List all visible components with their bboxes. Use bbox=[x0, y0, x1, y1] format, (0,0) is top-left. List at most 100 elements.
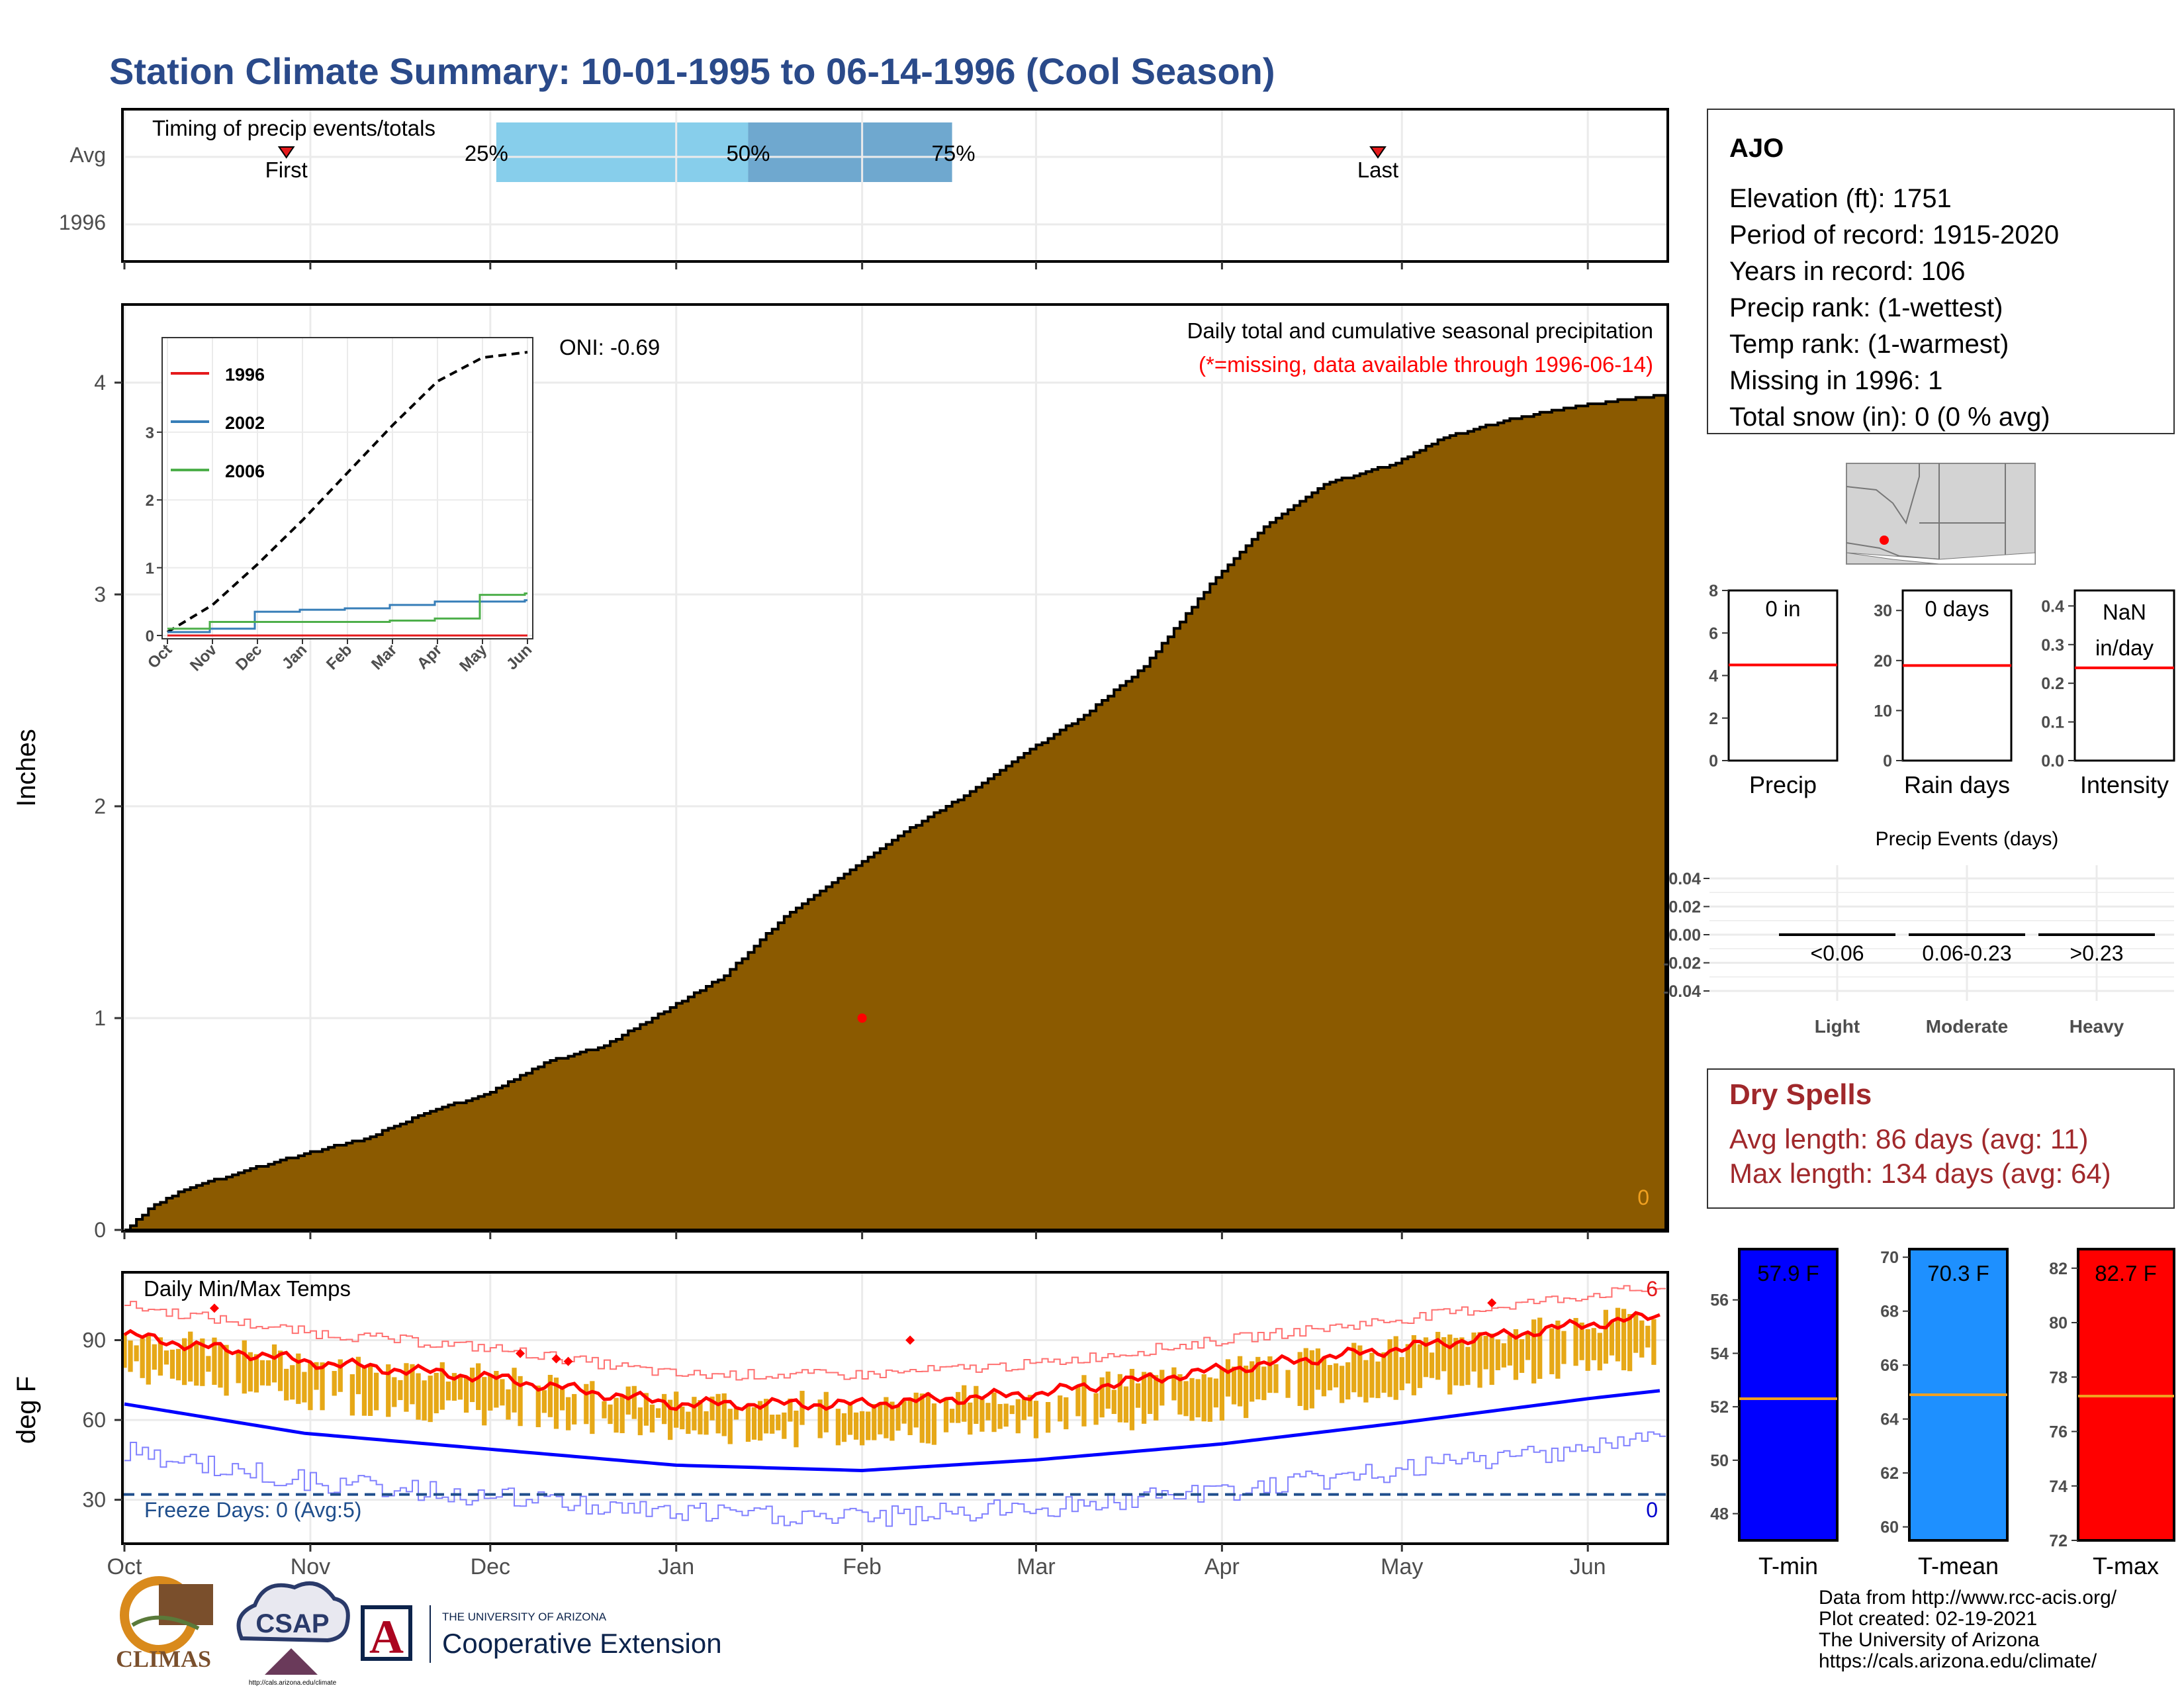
temp-bar bbox=[1135, 1383, 1141, 1408]
avg-min-line bbox=[124, 1389, 1661, 1472]
temp-bar bbox=[608, 1404, 613, 1425]
mini-ytick-label: 4 bbox=[1709, 667, 1718, 686]
temp-bar bbox=[661, 1393, 667, 1425]
temp-bar bbox=[290, 1365, 295, 1400]
temp-bar bbox=[1483, 1336, 1488, 1370]
precip-events-y-ticks: 0.04 0.02 0.00 -0.02 -0.04 bbox=[1663, 870, 1709, 1001]
temp-bar bbox=[259, 1360, 265, 1385]
temp-bar bbox=[1267, 1356, 1273, 1393]
p75-label: 75% bbox=[932, 141, 976, 165]
temp-bar bbox=[218, 1345, 223, 1388]
temp-bar bbox=[692, 1397, 697, 1430]
temp-bar bbox=[457, 1374, 463, 1400]
temp-bar bbox=[194, 1342, 199, 1386]
tbox-ytick-label: 48 bbox=[1710, 1505, 1729, 1524]
record-marker bbox=[1487, 1298, 1497, 1308]
temp-bar bbox=[1009, 1405, 1015, 1415]
temp-bar bbox=[860, 1411, 865, 1446]
temp-bar bbox=[799, 1391, 805, 1425]
temp-bar bbox=[565, 1397, 571, 1430]
temp-bar bbox=[338, 1359, 343, 1392]
mini-panels: 0 2 4 6 8 0 in Precip 0 10 20 30 0 days Rain da… bbox=[1709, 582, 2175, 798]
temp-bar bbox=[1189, 1378, 1195, 1421]
precip-events-cat-heavy: Heavy bbox=[2070, 1016, 2124, 1037]
first-marker-icon bbox=[277, 146, 295, 159]
temp-bar bbox=[500, 1379, 505, 1406]
precip-events-range-moderate: 0.06-0.23 bbox=[1922, 941, 2011, 965]
inset-2006-line bbox=[167, 592, 527, 630]
record-marker bbox=[516, 1348, 525, 1358]
temp-bar bbox=[1021, 1399, 1026, 1421]
precip-events-range-light: <0.06 bbox=[1811, 941, 1864, 965]
precip-events-ytick-label: -0.04 bbox=[1663, 982, 1701, 1001]
dry-spells-box: Dry Spells Avg length: 86 days (avg: 11)… bbox=[1707, 1068, 2175, 1209]
map-border-region bbox=[1846, 552, 2036, 565]
mini-rain-days-ticks: 0 10 20 30 bbox=[1874, 602, 1903, 771]
temp-bar bbox=[373, 1372, 379, 1411]
ua-logo-big-text: Cooperative Extension bbox=[442, 1628, 722, 1659]
tmean-value: 70.3 F bbox=[1927, 1261, 1989, 1286]
inset-xtick-label: Feb bbox=[323, 641, 355, 673]
temp-bar bbox=[512, 1368, 517, 1413]
temp-bar bbox=[1405, 1344, 1410, 1383]
mini-intensity-ticks: 0.0 0.1 0.2 0.3 0.4 bbox=[2041, 597, 2075, 771]
temp-bar bbox=[547, 1374, 553, 1417]
precip-events-title: Precip Events (days) bbox=[1876, 828, 2059, 850]
temp-bar bbox=[655, 1408, 661, 1418]
temp-bar bbox=[698, 1399, 703, 1434]
temp-bar bbox=[817, 1399, 823, 1438]
dry-spells-avg: Avg length: 86 days (avg: 11) bbox=[1729, 1123, 2088, 1154]
month-label: Nov bbox=[291, 1554, 330, 1579]
precip-panel: 0 1 2 3 4 Inches Daily total and cumulat… bbox=[12, 303, 1669, 1242]
temp-bar bbox=[1627, 1314, 1633, 1372]
csap-mountain-icon bbox=[265, 1648, 318, 1675]
temp-bar bbox=[1297, 1352, 1302, 1406]
temp-bar bbox=[410, 1364, 415, 1405]
dry-spells-title: Dry Spells bbox=[1729, 1078, 1872, 1111]
temp-bar bbox=[985, 1403, 991, 1421]
temp-bar bbox=[1363, 1360, 1369, 1403]
temp-bar bbox=[265, 1360, 271, 1386]
temp-bar bbox=[122, 1333, 127, 1368]
inset-avg-line bbox=[166, 351, 528, 633]
temp-bar bbox=[709, 1396, 715, 1421]
p50-label: 50% bbox=[726, 141, 770, 165]
station-location-dot bbox=[1880, 536, 1889, 545]
temp-bar bbox=[296, 1353, 301, 1404]
daily-temp-bars bbox=[122, 1307, 1657, 1448]
temp-bar bbox=[956, 1391, 961, 1423]
csap-url-text: http://cals.arizona.edu/climate bbox=[249, 1679, 337, 1687]
temp-bar bbox=[1064, 1397, 1069, 1430]
temp-bar bbox=[271, 1344, 277, 1383]
temp-bar bbox=[158, 1337, 163, 1376]
temp-bar bbox=[1345, 1362, 1351, 1400]
temp-bar bbox=[1441, 1336, 1447, 1372]
temp-bar bbox=[559, 1388, 565, 1411]
temp-bar bbox=[1213, 1378, 1218, 1408]
precip-events-ytick-label: 0.02 bbox=[1668, 898, 1701, 917]
temp-bar bbox=[140, 1338, 145, 1378]
tmax-label: T-max bbox=[2093, 1552, 2159, 1579]
temp-bar bbox=[1315, 1348, 1321, 1390]
credit-line-university: The University of Arizona bbox=[1819, 1629, 2040, 1651]
csap-logo-text: CSAP bbox=[255, 1609, 329, 1638]
mini-rain-days-border bbox=[1901, 589, 2013, 762]
mini-ytick-label: 0 bbox=[1883, 752, 1892, 771]
legend-1996-label: 1996 bbox=[225, 365, 265, 385]
temp-bar bbox=[1201, 1374, 1206, 1422]
temp-bar bbox=[1375, 1361, 1381, 1399]
temp-bar bbox=[1471, 1332, 1477, 1372]
temp-bar bbox=[1261, 1366, 1267, 1401]
climas-logo: CLIMAS bbox=[116, 1576, 213, 1672]
temp-bar bbox=[704, 1411, 709, 1435]
temp-bar bbox=[1597, 1333, 1602, 1371]
temp-bar bbox=[968, 1402, 973, 1435]
temp-bar bbox=[206, 1356, 211, 1372]
temp-bar bbox=[535, 1385, 541, 1427]
station-missing: Missing in 1996: 1 bbox=[1729, 366, 1942, 395]
tbox-ytick-label: 66 bbox=[1880, 1356, 1899, 1375]
temp-x-ticks bbox=[114, 1338, 1589, 1552]
temp-bar bbox=[1513, 1329, 1519, 1380]
tmin-value: 57.9 F bbox=[1757, 1261, 1819, 1286]
timing-panel-border bbox=[121, 108, 1669, 263]
